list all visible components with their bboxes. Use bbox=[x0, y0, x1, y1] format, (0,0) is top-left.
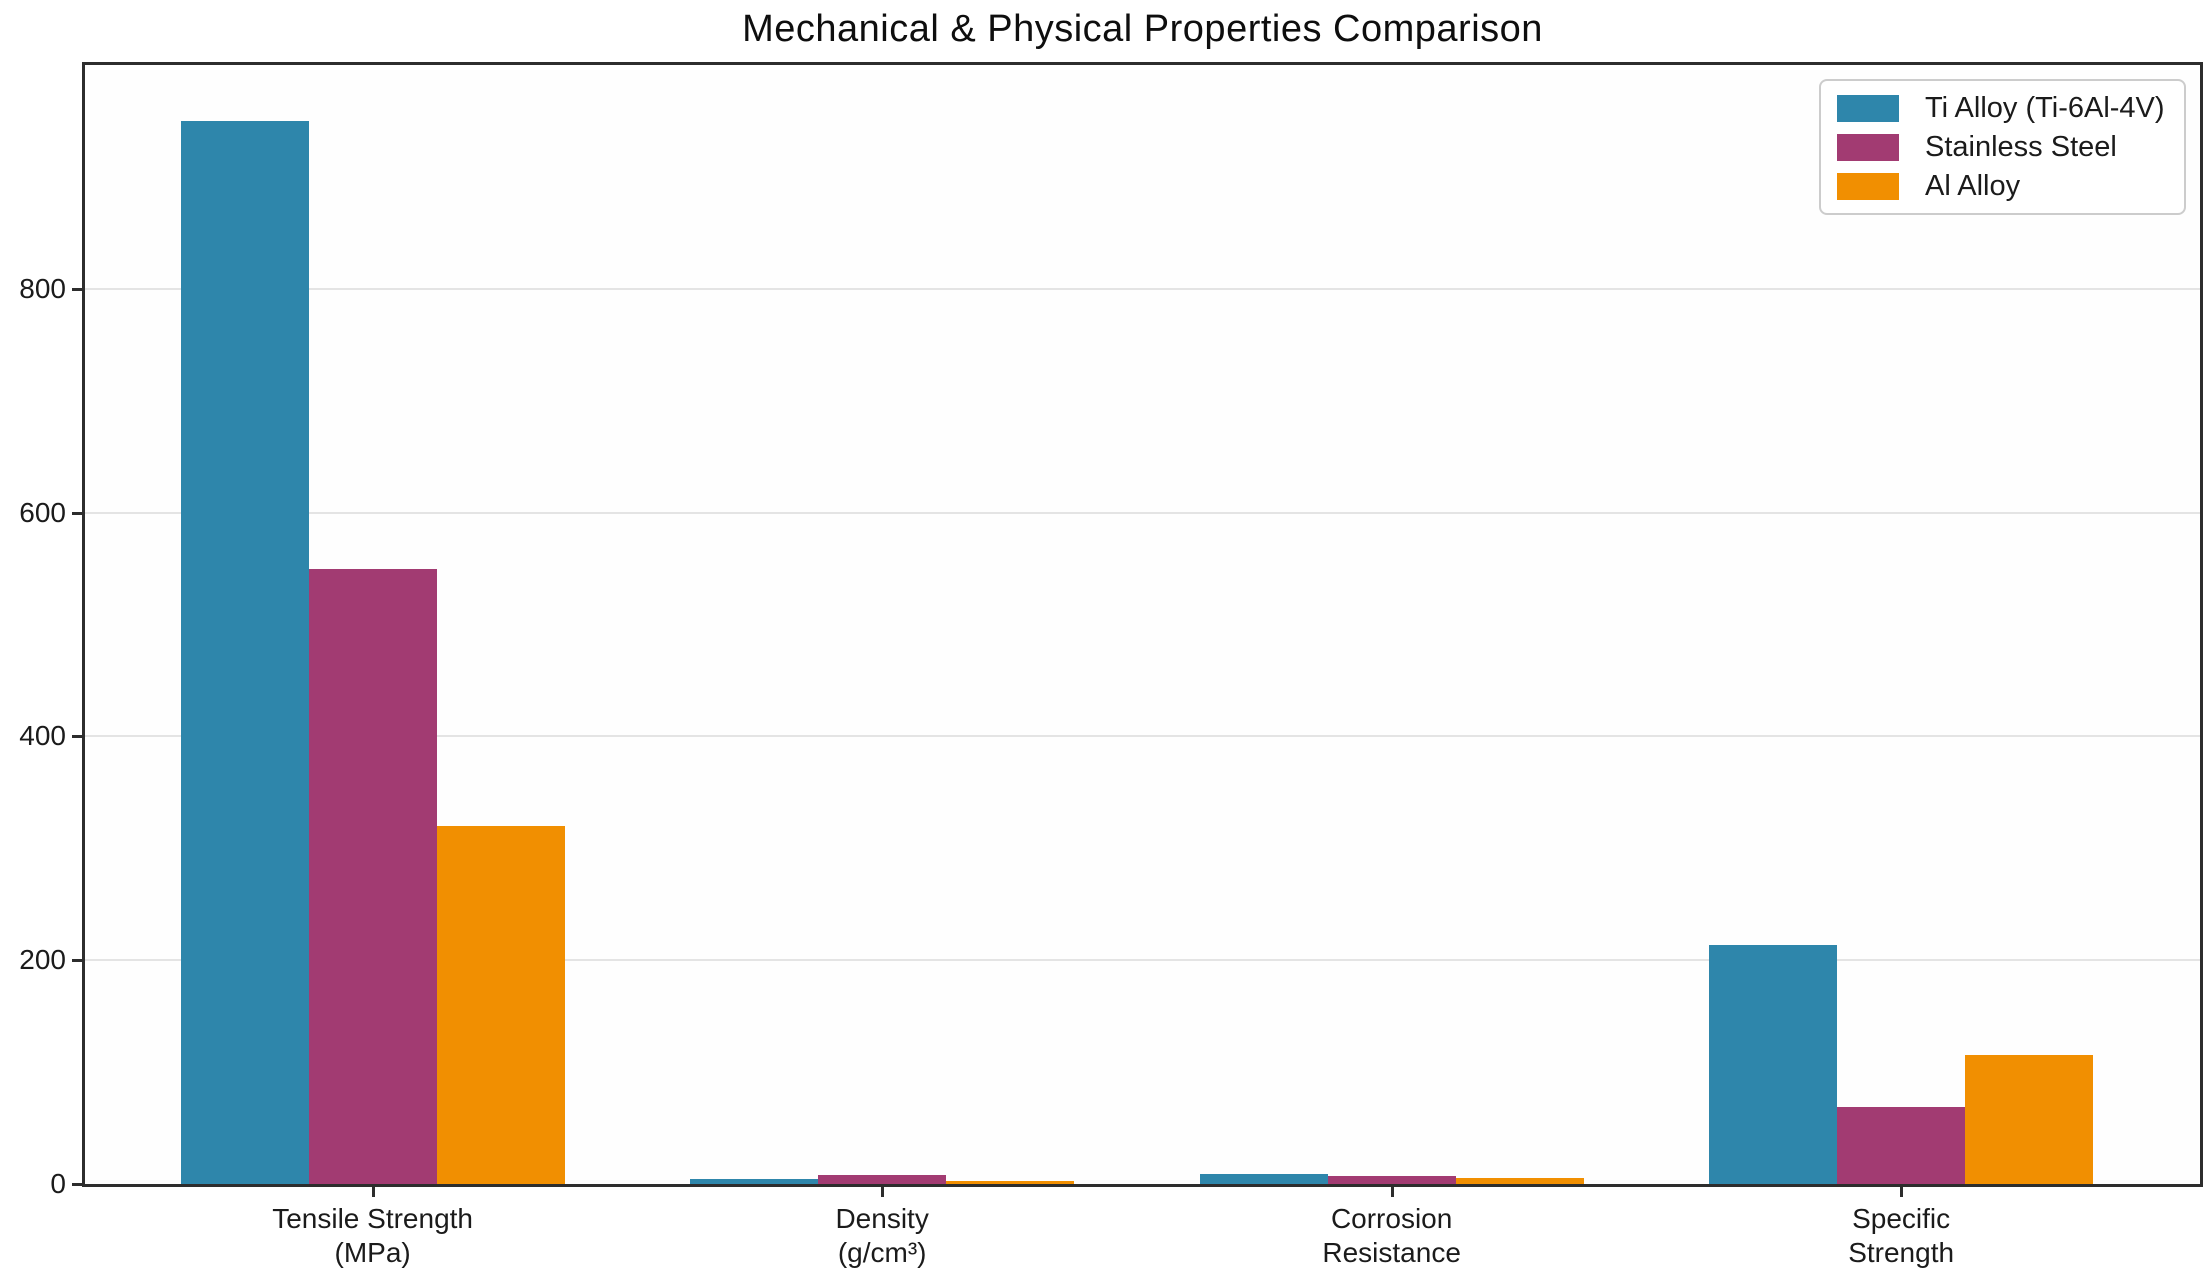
legend-item-stainless-steel: Stainless Steel bbox=[1837, 131, 2168, 163]
x-tick-label-line: Strength bbox=[1848, 1237, 1955, 1268]
bar-stainless-steel-tensile-strength bbox=[308, 568, 437, 1184]
gridline-400 bbox=[85, 735, 2200, 738]
x-tick-label-line: (MPa) bbox=[334, 1237, 411, 1268]
x-tick-label-line: Corrosion bbox=[1330, 1203, 1453, 1234]
gridline-200 bbox=[85, 959, 2200, 962]
x-tick-label-line: Resistance bbox=[1322, 1237, 1461, 1268]
x-tick-mark-specific bbox=[1900, 1187, 1904, 1197]
legend: Ti Alloy (Ti-6Al-4V) Stainless Steel Al Al… bbox=[1819, 79, 2186, 215]
gridline-800 bbox=[85, 287, 2200, 290]
x-tick-label-specific: Specific Strength bbox=[1721, 1202, 2081, 1270]
bar-ti-alloy-ti-6al-4v-density bbox=[690, 1179, 819, 1184]
x-tick-label-density: Density (g/cm³) bbox=[702, 1202, 1062, 1270]
x-tick-mark-corrosion bbox=[1390, 1187, 1394, 1197]
legend-swatch-stainless-steel bbox=[1837, 133, 1899, 161]
y-tick-mark-600 bbox=[72, 511, 82, 515]
bar-al-alloy-specific bbox=[1965, 1055, 2094, 1184]
y-tick-mark-800 bbox=[72, 287, 82, 291]
x-tick-label-line: Tensile Strength bbox=[272, 1203, 474, 1234]
legend-swatch-al-alloy bbox=[1837, 172, 1899, 200]
x-tick-mark-tensile-strength bbox=[371, 1187, 375, 1197]
y-tick-label-400: 400 bbox=[19, 720, 66, 752]
bar-al-alloy-tensile-strength bbox=[436, 825, 565, 1184]
bar-stainless-steel-corrosion bbox=[1327, 1176, 1456, 1184]
x-tick-label-line: Density bbox=[835, 1203, 929, 1234]
y-tick-label-200: 200 bbox=[19, 944, 66, 976]
bar-ti-alloy-ti-6al-4v-tensile-strength bbox=[180, 120, 309, 1184]
legend-label-ti-alloy-ti-6al-4v: Ti Alloy (Ti-6Al-4V) bbox=[1925, 91, 2165, 124]
legend-item-al-alloy: Al Alloy bbox=[1837, 170, 2168, 202]
bar-ti-alloy-ti-6al-4v-specific bbox=[1709, 944, 1838, 1184]
legend-item-ti-alloy-ti-6al-4v: Ti Alloy (Ti-6Al-4V) bbox=[1837, 92, 2168, 124]
bar-al-alloy-density bbox=[946, 1180, 1075, 1184]
y-tick-mark-400 bbox=[72, 735, 82, 739]
gridline-600 bbox=[85, 511, 2200, 514]
plot-area bbox=[82, 62, 2203, 1187]
x-tick-label-line: Specific bbox=[1852, 1203, 1951, 1234]
bar-al-alloy-corrosion bbox=[1455, 1178, 1584, 1184]
y-tick-label-800: 800 bbox=[19, 272, 66, 304]
legend-label-stainless-steel: Stainless Steel bbox=[1925, 130, 2117, 163]
x-tick-label-tensile-strength: Tensile Strength (MPa) bbox=[193, 1202, 553, 1270]
y-tick-mark-200 bbox=[72, 959, 82, 963]
y-tick-label-600: 600 bbox=[19, 496, 66, 528]
x-tick-mark-density bbox=[881, 1187, 885, 1197]
bar-ti-alloy-ti-6al-4v-corrosion bbox=[1199, 1173, 1328, 1184]
legend-label-al-alloy: Al Alloy bbox=[1925, 169, 2021, 202]
y-tick-mark-0 bbox=[72, 1183, 82, 1186]
y-tick-label-0: 0 bbox=[50, 1168, 66, 1199]
x-tick-label-line: (g/cm³) bbox=[837, 1237, 927, 1268]
chart-title: Mechanical & Physical Properties Compari… bbox=[742, 8, 1543, 50]
bar-stainless-steel-density bbox=[818, 1175, 947, 1184]
x-tick-label-corrosion: Corrosion Resistance bbox=[1212, 1202, 1572, 1270]
bar-stainless-steel-specific bbox=[1837, 1106, 1966, 1184]
legend-swatch-ti-alloy-ti-6al-4v bbox=[1837, 94, 1899, 122]
